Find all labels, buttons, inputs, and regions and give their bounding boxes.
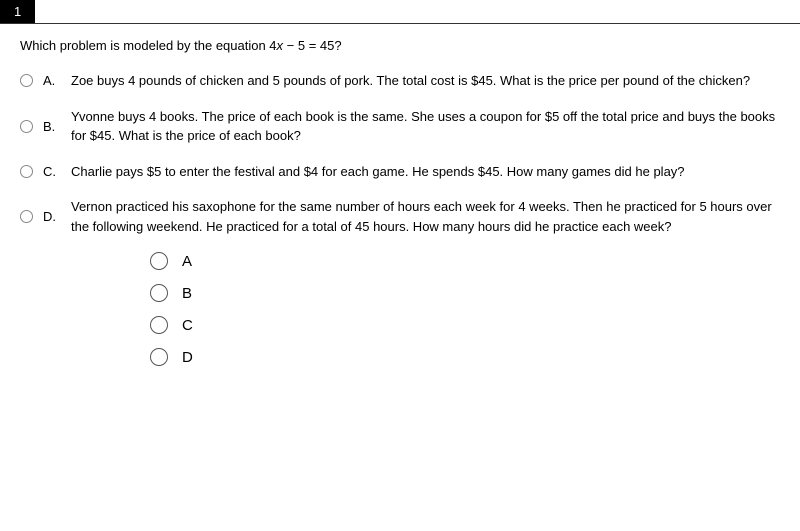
option-text: Yvonne buys 4 books. The price of each b… [71, 107, 780, 146]
answer-row-c[interactable]: C [150, 316, 780, 334]
radio-icon[interactable] [150, 348, 168, 366]
option-text: Zoe buys 4 pounds of chicken and 5 pound… [71, 71, 750, 91]
radio-icon[interactable] [150, 252, 168, 270]
option-row-b[interactable]: B. Yvonne buys 4 books. The price of eac… [20, 107, 780, 146]
answer-letter: C [182, 317, 193, 334]
option-row-a[interactable]: A. Zoe buys 4 pounds of chicken and 5 po… [20, 71, 780, 91]
option-letter: B. [43, 119, 61, 134]
option-text: Charlie pays $5 to enter the festival an… [71, 162, 685, 182]
question-number-badge: 1 [0, 0, 35, 23]
option-text: Vernon practiced his saxophone for the s… [71, 197, 780, 236]
answer-letter: D [182, 349, 193, 366]
option-letter: A. [43, 73, 61, 88]
question-content: Which problem is modeled by the equation… [0, 24, 800, 394]
option-letter: D. [43, 209, 61, 224]
radio-icon[interactable] [20, 74, 33, 87]
radio-icon[interactable] [20, 210, 33, 223]
option-row-c[interactable]: C. Charlie pays $5 to enter the festival… [20, 162, 780, 182]
answer-letter: A [182, 253, 192, 270]
question-header: 1 [0, 0, 800, 24]
answer-letter: B [182, 285, 192, 302]
radio-icon[interactable] [20, 165, 33, 178]
answer-row-b[interactable]: B [150, 284, 780, 302]
option-letter: C. [43, 164, 61, 179]
answer-choices: A B C D [150, 252, 780, 366]
question-prompt: Which problem is modeled by the equation… [20, 38, 780, 53]
answer-row-a[interactable]: A [150, 252, 780, 270]
radio-icon[interactable] [150, 316, 168, 334]
prompt-text-before: Which problem is modeled by the equation… [20, 38, 277, 53]
prompt-text-after: − 5 = 45? [283, 38, 342, 53]
radio-icon[interactable] [20, 120, 33, 133]
radio-icon[interactable] [150, 284, 168, 302]
answer-row-d[interactable]: D [150, 348, 780, 366]
option-row-d[interactable]: D. Vernon practiced his saxophone for th… [20, 197, 780, 236]
